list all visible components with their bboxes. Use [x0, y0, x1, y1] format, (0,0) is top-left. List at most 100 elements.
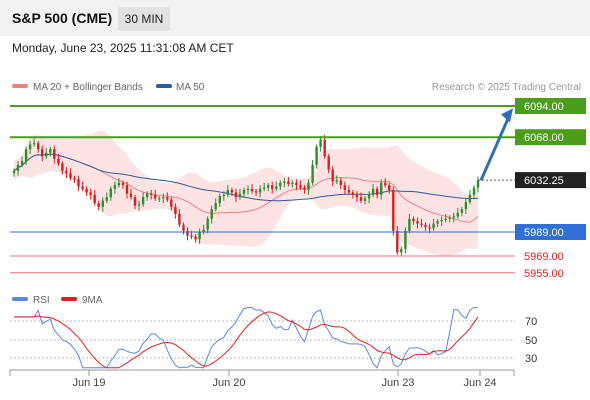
candle-body [97, 203, 100, 207]
candle [444, 214, 447, 223]
candle [327, 154, 330, 174]
candle [384, 178, 387, 188]
candle-body [476, 180, 480, 188]
candle-body [315, 146, 318, 165]
header-bar: S&P 500 (CME) 30 MIN [0, 0, 590, 36]
candle-body [226, 190, 229, 195]
candle [367, 191, 371, 204]
candle [315, 144, 318, 169]
candle-body [170, 199, 173, 207]
candle [283, 178, 286, 188]
candle [20, 156, 24, 168]
x-tick-label: Jun 23 [381, 377, 414, 389]
ma50-line [13, 153, 479, 202]
candle [279, 180, 282, 190]
candle-body [351, 192, 355, 195]
candle [194, 234, 197, 243]
ma20-legend-swatch [12, 84, 28, 88]
candle-body [85, 188, 88, 193]
candle [77, 175, 80, 192]
candle [45, 148, 48, 159]
candle [287, 176, 290, 187]
candle [73, 175, 76, 183]
candle [202, 224, 205, 235]
candle-body [267, 185, 270, 188]
resistance-label-box [515, 98, 586, 114]
candle-body [222, 194, 225, 196]
candle [408, 214, 411, 234]
candle-body [262, 187, 266, 189]
timeframe-button[interactable]: 30 MIN [118, 7, 170, 31]
candle [150, 190, 153, 200]
candle [392, 186, 395, 236]
rsi-ma-line [14, 311, 479, 369]
candle [16, 161, 20, 176]
candle-body [230, 190, 234, 193]
candle [262, 182, 266, 192]
candle [416, 217, 419, 229]
candle [476, 176, 480, 193]
candle-body [182, 224, 185, 231]
candle-body [432, 223, 435, 229]
ma50-legend-swatch [156, 84, 172, 88]
candle-body [162, 197, 165, 199]
candle-body [416, 221, 419, 224]
candle [137, 200, 141, 211]
candle-body [271, 185, 274, 189]
candle-body [129, 193, 133, 198]
candle [388, 182, 391, 194]
candle-body [133, 197, 137, 206]
candle [432, 218, 435, 231]
candle [448, 215, 451, 223]
candle-body [218, 196, 221, 204]
candle-body [343, 185, 346, 190]
candle [230, 187, 234, 196]
candle [113, 181, 117, 194]
current-price-label: 6032.25 [524, 175, 564, 187]
candle-body [190, 235, 193, 237]
candle-body [238, 193, 242, 198]
resistance-label: 6094.00 [524, 101, 564, 113]
candle [472, 185, 476, 199]
candle-body [363, 198, 367, 201]
candle [323, 134, 326, 159]
candle-body [319, 139, 322, 147]
candle-body [121, 182, 125, 186]
candle [303, 185, 306, 194]
candle-body [202, 229, 205, 232]
candle-body [440, 220, 443, 222]
candle [400, 246, 403, 256]
candle-body [53, 149, 56, 159]
candle-body [20, 161, 24, 165]
candle-body [375, 188, 379, 195]
candle-body [283, 181, 286, 183]
candle [295, 179, 298, 190]
candle [254, 188, 258, 196]
candle-body [279, 182, 282, 187]
candle-body [49, 149, 52, 153]
candle [355, 191, 359, 202]
candle-body [331, 169, 334, 182]
candle-body [384, 182, 387, 186]
candle [226, 185, 229, 198]
candle-body [420, 223, 423, 225]
candle-body [412, 218, 415, 222]
candle [299, 180, 302, 190]
candle [347, 185, 351, 195]
support-label: 5955.00 [524, 268, 564, 280]
candle [186, 227, 189, 241]
x-tick-label: Jun 20 [212, 377, 245, 389]
candle-body [194, 236, 197, 240]
candle [307, 179, 310, 195]
candle [28, 140, 32, 154]
candle [141, 192, 145, 207]
candle-body [137, 204, 141, 206]
candle [198, 228, 201, 244]
price-level-resistance: 6068.00 [10, 129, 586, 146]
candle-body [89, 192, 92, 195]
candle [218, 193, 221, 207]
candle-body [396, 230, 399, 253]
price-level-current: 6032.25 [478, 172, 586, 189]
candle [250, 184, 254, 194]
resistance-label: 6068.00 [524, 132, 564, 144]
